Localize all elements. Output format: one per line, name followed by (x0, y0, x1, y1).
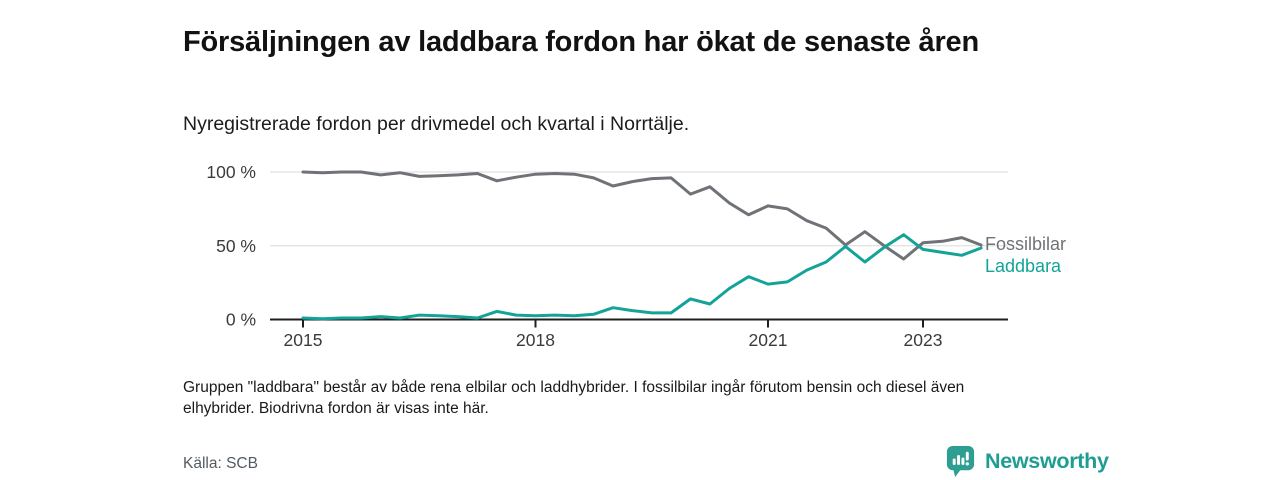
x-axis-label: 2018 (516, 330, 555, 350)
y-axis-label: 50 % (216, 236, 256, 256)
source-label: Källa: SCB (183, 455, 258, 472)
series-line-fossilbilar (301, 170, 983, 261)
series-line-laddbara (301, 233, 983, 321)
x-axis-label: 2015 (284, 330, 323, 350)
newsworthy-logo: Newsworthy (944, 444, 1109, 478)
newsworthy-logo-text: Newsworthy (985, 448, 1109, 473)
footnote-line: Gruppen "laddbara" består av både rena e… (183, 379, 965, 396)
y-axis-label: 0 % (226, 310, 256, 330)
newsworthy-logo-icon (946, 445, 975, 478)
y-axis-label: 100 % (206, 162, 256, 182)
legend-label-laddbara: Laddbara (985, 256, 1062, 276)
legend-label-fossilbilar: Fossilbilar (985, 234, 1066, 254)
x-axis-label: 2021 (749, 330, 788, 350)
page-subtitle: Nyregistrerade fordon per drivmedel och … (183, 112, 690, 135)
x-axis-label: 2023 (904, 330, 943, 350)
chart-footnote: Gruppen "laddbara" består av både rena e… (183, 377, 1063, 419)
page-title: Försäljningen av laddbara fordon har öka… (183, 26, 979, 59)
footnote-line: elhybrider. Biodrivna fordon är visas in… (183, 400, 489, 417)
